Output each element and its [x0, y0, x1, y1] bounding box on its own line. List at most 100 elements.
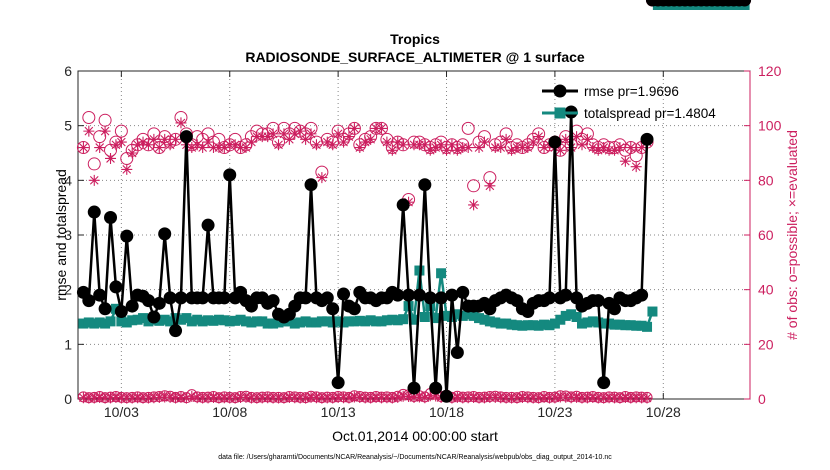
rmse-point	[402, 288, 416, 302]
obs-evaluated-marker	[77, 142, 89, 154]
totalspread-point	[213, 314, 224, 325]
totalspread-point	[208, 315, 219, 326]
obs-evaluated-marker	[229, 392, 241, 404]
x-tick-label: 10/28	[646, 404, 681, 420]
totalspread-point	[262, 318, 273, 329]
obs-evaluated-marker	[327, 139, 339, 151]
x-axis-label: Oct.01,2014 00:00:00 start	[332, 428, 498, 444]
totalspread-point	[593, 317, 604, 328]
totalspread-point	[235, 314, 246, 325]
x-tick-label: 10/08	[212, 404, 247, 420]
totalspread-point	[333, 316, 344, 327]
rmse-point	[152, 296, 166, 310]
obs-evaluated-marker	[83, 125, 95, 137]
obs-evaluated-marker	[576, 139, 588, 151]
rmse-point	[223, 168, 237, 182]
totalspread-point	[484, 316, 495, 327]
totalspread-point	[203, 315, 214, 326]
obs-evaluated-marker	[148, 133, 160, 145]
totalspread-point	[398, 314, 409, 325]
totalspread-point	[587, 316, 598, 327]
obs-evaluated-marker	[262, 131, 274, 143]
totalspread-point	[143, 316, 154, 327]
y-right-tick-label: 60	[758, 227, 774, 243]
totalspread-point	[165, 316, 176, 327]
rmse-point	[407, 381, 421, 395]
obs-evaluated-marker	[619, 155, 631, 167]
obs-possible-marker	[76, 141, 90, 155]
totalspread-point	[647, 306, 658, 317]
totalspread-point	[354, 315, 365, 326]
obs-evaluated-marker	[375, 122, 387, 134]
rmse-point	[266, 294, 280, 308]
totalspread-point	[419, 312, 430, 322]
obs-evaluated-marker	[587, 142, 599, 154]
totalspread-point	[582, 317, 593, 328]
totalspread-point	[197, 316, 208, 327]
obs-evaluated-marker	[365, 133, 377, 145]
obs-evaluated-marker	[278, 392, 290, 404]
totalspread-point	[522, 320, 533, 331]
obs-evaluated-marker	[495, 142, 507, 154]
totalspread-point	[376, 316, 387, 327]
totalspread-point	[463, 309, 474, 320]
obs-evaluated-marker	[560, 133, 572, 145]
obs-evaluated-marker	[202, 136, 214, 148]
totalspread-point	[78, 318, 89, 329]
y-left-tick-label: 3	[64, 227, 72, 243]
totalspread-point	[409, 314, 419, 325]
obs-evaluated-marker	[88, 174, 100, 186]
obs-evaluated-marker	[121, 163, 133, 175]
y-left-tick-label: 1	[64, 336, 72, 352]
totalspread-point	[224, 316, 235, 327]
totalspread-point	[241, 316, 251, 327]
totalspread-point	[349, 316, 360, 327]
totalspread-point	[83, 317, 94, 328]
totalspread-point	[479, 314, 490, 325]
totalspread-point	[159, 314, 170, 325]
chart-subtitle: RADIOSONDE_SURFACE_ALTIMETER @ 1 surface	[245, 49, 585, 65]
totalspread-point	[533, 320, 544, 331]
totalspread-point	[170, 313, 181, 324]
totalspread-point	[251, 316, 262, 327]
totalspread-point	[577, 318, 587, 329]
totalspread-point	[154, 315, 165, 326]
rmse-point	[87, 205, 101, 219]
totalspread-point	[246, 317, 257, 328]
obs-evaluated-marker	[142, 139, 154, 151]
rmse-point	[141, 294, 155, 308]
totalspread-point	[490, 317, 501, 328]
totalspread-point	[230, 315, 241, 326]
totalspread-point	[441, 310, 452, 321]
rmse-point	[347, 302, 361, 316]
obs-evaluated-marker	[484, 180, 496, 192]
y-right-tick-label: 80	[758, 172, 774, 188]
obs-evaluated-marker	[625, 142, 637, 154]
x-tick-label: 10/03	[104, 404, 139, 420]
obs-evaluated-marker	[310, 139, 322, 151]
obs-evaluated-marker	[348, 122, 360, 134]
rmse-point	[608, 302, 622, 316]
y-left-tick-label: 0	[64, 391, 72, 407]
totalspread-point	[316, 316, 327, 327]
legend-spread-label: totalspread pr=1.4804	[584, 106, 716, 121]
rmse-point	[320, 291, 334, 305]
totalspread-point	[300, 316, 311, 327]
rmse-point	[396, 198, 410, 212]
rmse-point	[429, 381, 443, 395]
totalspread-point	[175, 314, 186, 325]
rmse-point	[196, 291, 210, 305]
totalspread-point	[295, 317, 306, 328]
obs-evaluated-marker	[441, 144, 453, 156]
obs-evaluated-marker	[359, 136, 371, 148]
rmse-point	[93, 288, 107, 302]
obs-evaluated-marker	[278, 128, 290, 140]
y-right-tick-label: 120	[758, 63, 782, 79]
totalspread-point	[268, 318, 279, 329]
totalspread-point	[105, 316, 116, 327]
totalspread-point	[116, 316, 127, 327]
y-axis-right: 0 20 40 60 80 100 120	[744, 63, 782, 407]
legend-spread-marker	[554, 107, 566, 119]
rmse-point	[326, 302, 340, 316]
y-left-tick-label: 2	[64, 282, 72, 298]
